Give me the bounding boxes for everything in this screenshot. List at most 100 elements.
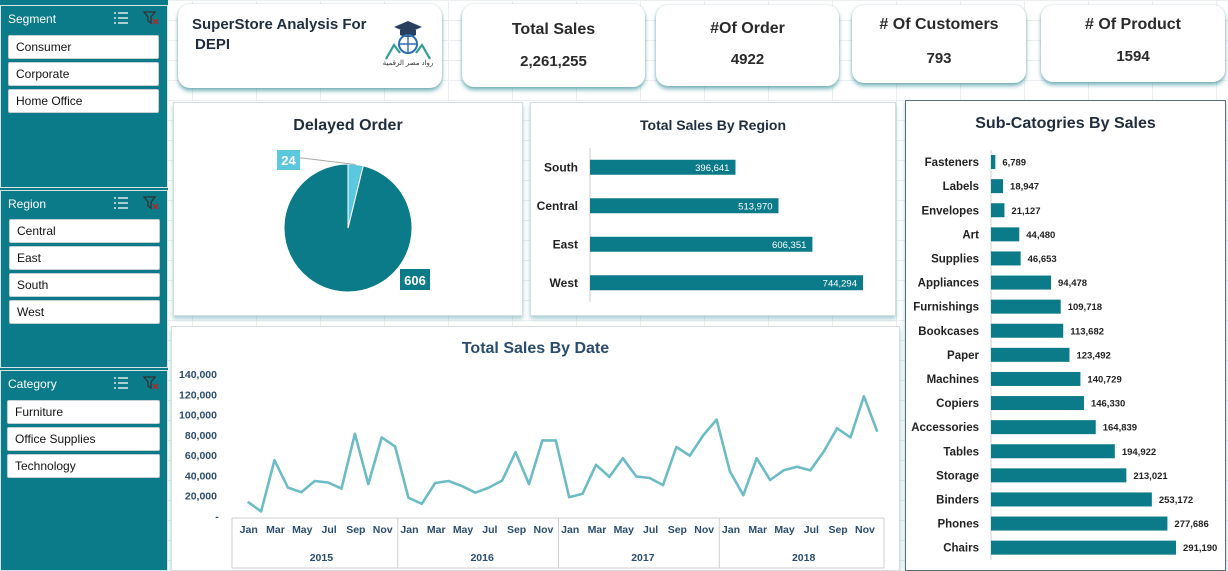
subcategory-bar-chart: Fasteners 6,789 Labels 18,947 Envelopes 21,12… (911, 150, 1217, 560)
slicer-item-east[interactable]: East (9, 246, 160, 270)
data-label: 213,021 (1133, 471, 1168, 482)
data-label: 291,190 (1183, 543, 1217, 554)
pie-label-bg (277, 150, 300, 170)
x-tick-label: Mar (427, 524, 446, 536)
category-label: Supplies (931, 253, 979, 265)
y-tick-label: 20,000 (185, 491, 217, 503)
bar (991, 540, 1176, 555)
sub-categories-panel: Sub-Catogries By Sales Fasteners 6,789 Lab… (905, 100, 1226, 571)
data-label: 396,641 (695, 163, 729, 174)
bar (991, 299, 1061, 314)
year-label: 2017 (631, 552, 655, 564)
x-tick-label: Jul (643, 524, 658, 536)
x-tick-label: Jan (561, 524, 579, 536)
dashboard-title: SuperStore Analysis For (192, 16, 367, 33)
header-card: SuperStore Analysis For DEPI رواد مصر ال… (178, 4, 442, 88)
chart-title: Total Sales By Region (640, 117, 786, 133)
bar (590, 198, 779, 214)
data-label: 164,839 (1103, 423, 1137, 434)
bar (991, 275, 1052, 290)
clear-filter-icon[interactable] (143, 376, 159, 390)
x-tick-label: May (774, 524, 795, 536)
data-label: 513,970 (738, 201, 772, 212)
slicer-item-west[interactable]: West (9, 300, 160, 324)
year-label: 2016 (470, 552, 494, 564)
category-label: Central (537, 199, 578, 213)
y-tick-label: 100,000 (179, 410, 217, 422)
kpi-label: #Of Order (710, 20, 785, 37)
slicer-item-consumer[interactable]: Consumer (8, 35, 159, 59)
x-tick-label: May (453, 524, 474, 536)
chart-title: Total Sales By Date (461, 340, 610, 357)
sales-by-date-panel: Total Sales By Date 140,000 120,000 100,00… (171, 326, 900, 571)
y-tick-label: 60,000 (185, 450, 217, 462)
kpi-label: # Of Product (1084, 16, 1181, 33)
slicer-item-corporate[interactable]: Corporate (8, 62, 159, 86)
category-label: Phones (937, 519, 979, 531)
pie-chart: 24 606 (277, 150, 430, 293)
slicer-item-home-office[interactable]: Home Office (8, 89, 159, 113)
data-label: 146,330 (1091, 399, 1125, 410)
slicer-title: Category (8, 377, 57, 391)
slicer-title: Region (8, 197, 47, 211)
x-tick-label: Jan (722, 524, 740, 536)
category-label: Machines (927, 374, 979, 386)
x-tick-label: Sep (828, 524, 847, 536)
pie-label: 24 (281, 153, 296, 168)
slicer-item-central[interactable]: Central (9, 219, 160, 243)
y-tick-label: 120,000 (179, 389, 217, 401)
category-label: Appliances (918, 278, 979, 290)
slicer-item-technology[interactable]: Technology (7, 454, 160, 478)
graduation-logo-icon (385, 21, 431, 60)
multi-select-icon[interactable] (113, 11, 129, 25)
kpi-label: # Of Customers (879, 16, 999, 33)
clear-filter-icon[interactable] (143, 196, 159, 210)
slicer-item-furniture[interactable]: Furniture (7, 400, 160, 424)
category-label: Labels (943, 181, 979, 193)
data-label: 44,480 (1026, 230, 1055, 241)
delayed-order-panel: Delayed Order 24 606 (173, 102, 523, 316)
data-label: 606,351 (772, 240, 806, 251)
category-label: Fasteners (925, 157, 979, 169)
data-label: 194,922 (1122, 447, 1156, 458)
x-tick-label: Nov (373, 524, 393, 536)
multi-select-icon[interactable] (113, 376, 129, 390)
data-label: 94,478 (1058, 278, 1087, 289)
clear-filter-icon[interactable] (143, 11, 159, 25)
category-label: Tables (943, 446, 979, 458)
bar (991, 468, 1127, 483)
region-bar-chart: South 396,641 Central 513,970 East 606,351 Wes… (537, 148, 863, 302)
slicer-item-office-supplies[interactable]: Office Supplies (7, 427, 160, 451)
bar (590, 275, 863, 291)
line-chart: 140,000 120,000 100,000 80,000 60,000 40,000 2… (179, 369, 885, 569)
x-tick-label: Mar (266, 524, 285, 536)
category-label: Chairs (943, 543, 979, 555)
y-tick-label: 80,000 (185, 430, 217, 442)
kpi-products-card: # Of Product 1594 (1041, 5, 1225, 82)
bar (991, 444, 1115, 459)
category-label: Art (962, 229, 979, 241)
data-label: 21,127 (1011, 206, 1040, 217)
kpi-orders-card: #Of Order 4922 (656, 5, 839, 86)
x-tick-label: Nov (694, 524, 714, 536)
multi-select-icon[interactable] (113, 196, 129, 210)
x-tick-label: Jan (400, 524, 418, 536)
bar (991, 516, 1168, 531)
x-tick-label: Mar (748, 524, 767, 536)
data-label: 253,172 (1159, 495, 1193, 506)
bar (991, 155, 996, 170)
x-tick-label: Mar (588, 524, 607, 536)
x-tick-label: Nov (855, 524, 875, 536)
data-label: 46,653 (1028, 254, 1057, 265)
logo-text: رواد مصر الرقمية (382, 60, 434, 67)
data-label: 6,789 (1002, 158, 1026, 169)
slicer-item-south[interactable]: South (9, 273, 160, 297)
x-tick-label: Nov (533, 524, 553, 536)
bar (991, 227, 1020, 242)
kpi-label: Total Sales (511, 21, 596, 38)
year-label: 2015 (310, 552, 334, 564)
bar (991, 251, 1021, 266)
kpi-customers-card: # Of Customers 793 (852, 5, 1026, 83)
x-tick-label: Sep (668, 524, 687, 536)
x-tick-label: May (292, 524, 313, 536)
